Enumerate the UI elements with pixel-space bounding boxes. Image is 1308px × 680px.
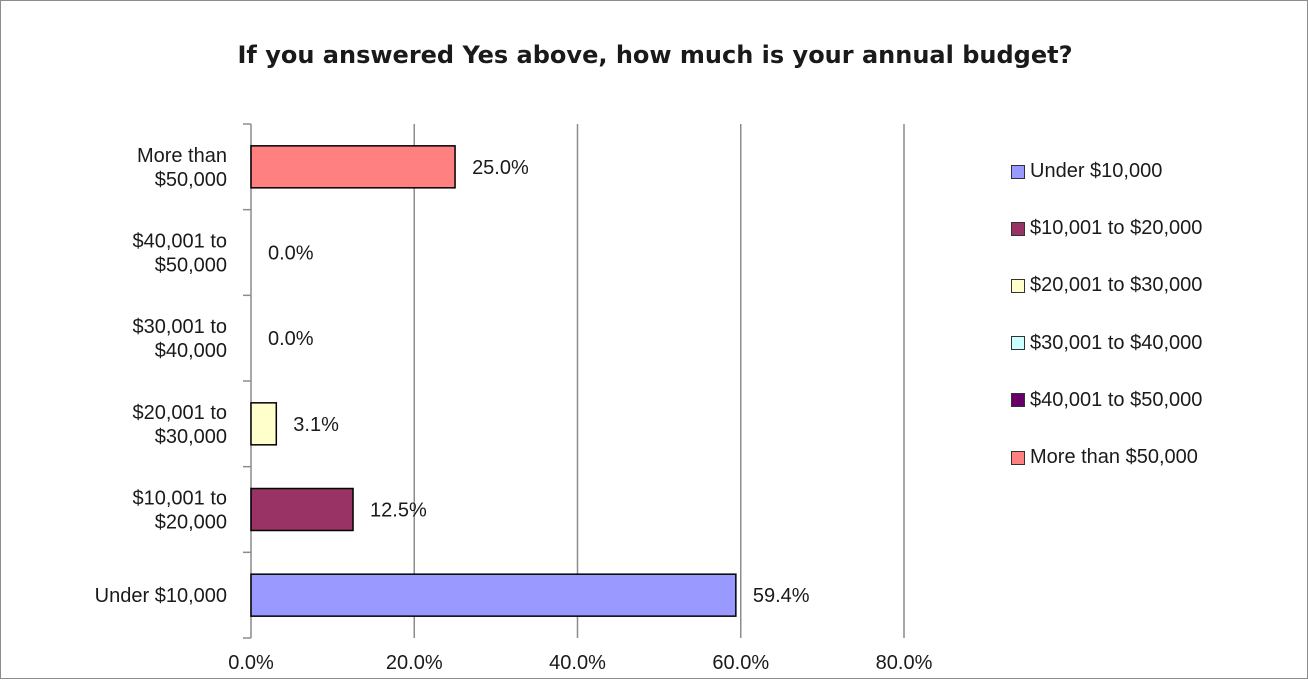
data-label: 0.0% bbox=[268, 328, 314, 350]
legend-item: $40,001 to $50,000 bbox=[1011, 372, 1301, 429]
legend-item: $30,001 to $40,000 bbox=[1011, 315, 1301, 372]
legend-item: $10,001 to $20,000 bbox=[1011, 200, 1301, 257]
legend-label: Under $10,000 bbox=[1030, 160, 1163, 183]
legend-label: $10,001 to $20,000 bbox=[1030, 217, 1203, 240]
y-tick-label: $20,001 to $30,000 bbox=[132, 402, 227, 448]
bar bbox=[250, 487, 354, 532]
x-tick-label: 60.0% bbox=[712, 652, 769, 674]
legend-label: $30,001 to $40,000 bbox=[1030, 331, 1203, 354]
x-tick-label: 80.0% bbox=[876, 652, 933, 674]
bar bbox=[250, 573, 737, 617]
legend-swatch bbox=[1011, 336, 1025, 351]
data-label: 0.0% bbox=[268, 243, 314, 265]
legend-label: $40,001 to $50,000 bbox=[1030, 388, 1203, 411]
data-label: 3.1% bbox=[293, 414, 339, 436]
bar bbox=[250, 402, 278, 446]
data-label: 25.0% bbox=[472, 157, 529, 179]
legend-swatch bbox=[1011, 450, 1025, 465]
bar bbox=[250, 145, 456, 189]
y-tick-label: More than $50,000 bbox=[137, 145, 227, 191]
legend-label: $20,001 to $30,000 bbox=[1030, 274, 1203, 297]
legend-item: $20,001 to $30,000 bbox=[1011, 257, 1301, 314]
y-tick-label: Under $10,000 bbox=[95, 585, 227, 607]
y-tick-label: $10,001 to $20,000 bbox=[132, 488, 227, 534]
x-tick-label: 20.0% bbox=[386, 652, 443, 674]
chart-title: If you answered Yes above, how much is y… bbox=[237, 41, 1073, 69]
y-tick-label: $40,001 to $50,000 bbox=[132, 231, 227, 277]
x-tick-label: 40.0% bbox=[549, 652, 606, 674]
data-label: 59.4% bbox=[753, 585, 810, 607]
x-tick-label: 0.0% bbox=[228, 652, 274, 674]
legend-swatch bbox=[1011, 221, 1025, 236]
legend: Under $10,000 $10,001 to $20,000 $20,001 t… bbox=[1011, 143, 1301, 486]
legend-item: Under $10,000 bbox=[1011, 143, 1301, 200]
legend-swatch bbox=[1011, 393, 1025, 408]
legend-swatch bbox=[1011, 278, 1025, 293]
legend-label: More than $50,000 bbox=[1030, 446, 1198, 469]
legend-item: More than $50,000 bbox=[1011, 429, 1301, 486]
data-label: 12.5% bbox=[370, 500, 427, 522]
y-tick-label: $30,001 to $40,000 bbox=[132, 316, 227, 362]
legend-swatch bbox=[1011, 164, 1025, 179]
